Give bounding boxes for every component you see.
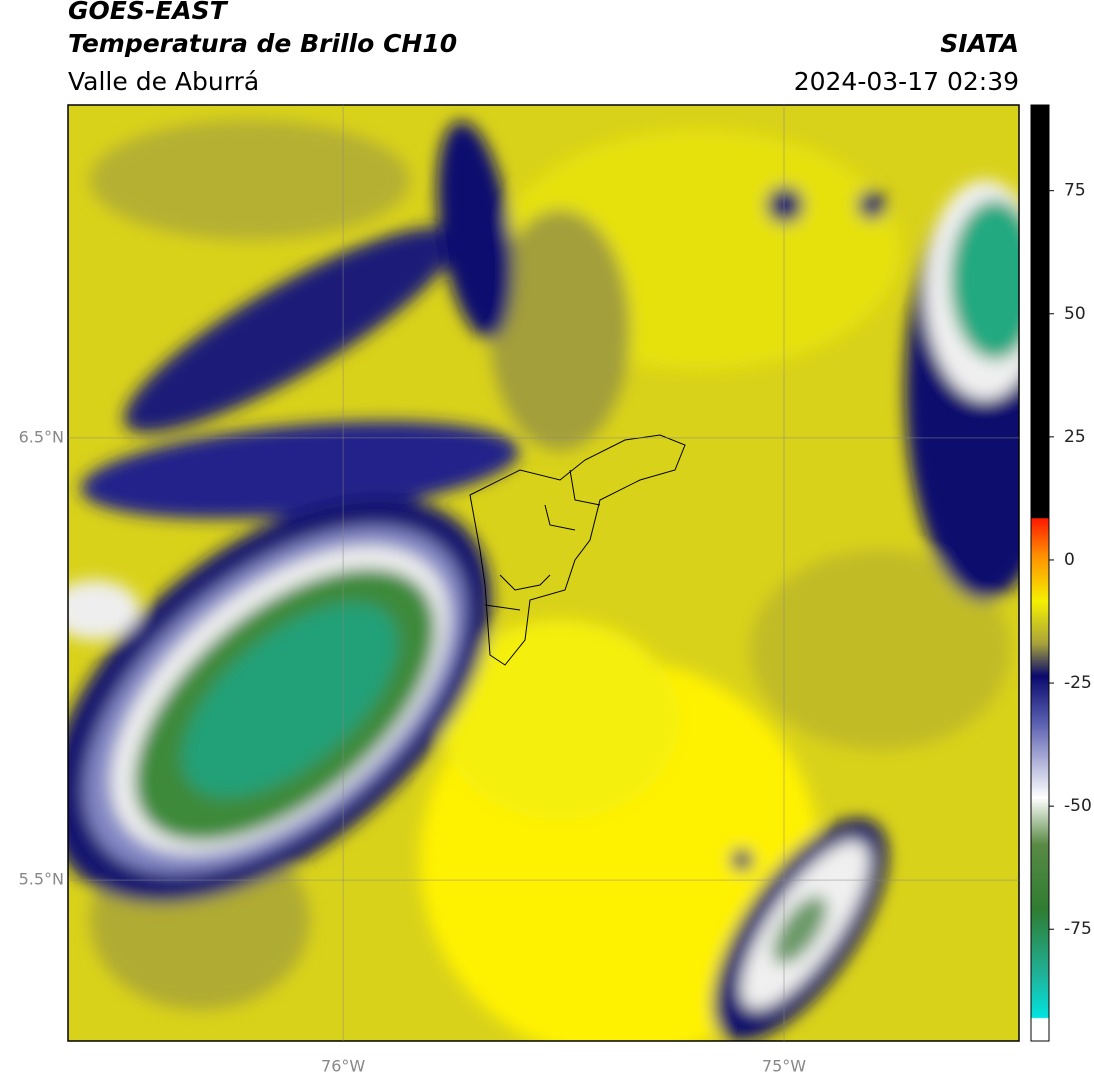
colorbar-tick-label: -25 xyxy=(1064,673,1092,693)
satellite-image xyxy=(68,105,1019,1041)
map-frame xyxy=(67,104,1020,1042)
datetime: 2024-03-17 02:39 xyxy=(794,67,1019,96)
colorbar-tick-label: -75 xyxy=(1064,919,1092,939)
colorbar-tick-label: 50 xyxy=(1064,304,1086,324)
lon-label: 76°W xyxy=(321,1057,365,1076)
colorbar-tick-label: 75 xyxy=(1064,181,1086,201)
lon-label: 75°W xyxy=(762,1057,806,1076)
colorbar-tick-label: 0 xyxy=(1064,550,1075,570)
lat-label: 6.5°N xyxy=(19,427,64,446)
colorbar-tick-label: 25 xyxy=(1064,427,1086,447)
source: SIATA xyxy=(940,29,1019,58)
colorbar-tick-label: -50 xyxy=(1064,796,1092,816)
lat-label: 5.5°N xyxy=(19,870,64,889)
satellite: GOES-EAST xyxy=(68,0,229,25)
region: Valle de Aburrá xyxy=(68,67,259,96)
product: Temperatura de Brillo CH10 xyxy=(68,29,457,58)
colorbar xyxy=(1030,104,1050,1042)
